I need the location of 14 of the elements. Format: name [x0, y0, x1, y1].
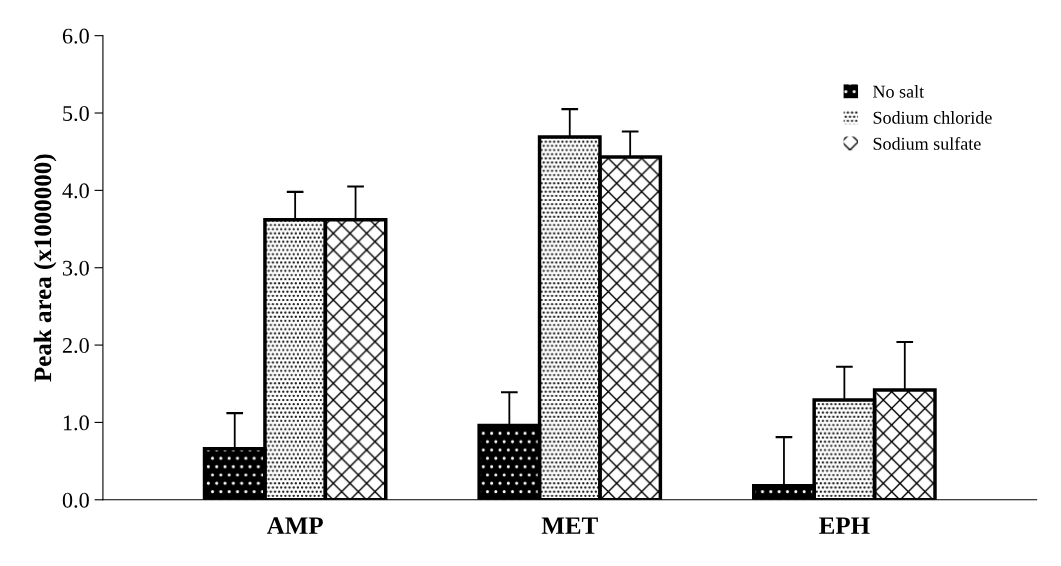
y-tick-label: 6.0 — [62, 28, 89, 44]
y-tick-label: 0.0 — [62, 492, 89, 508]
legend-label: Sodium sulfate — [873, 136, 981, 150]
legend-label: Sodium chloride — [873, 111, 992, 124]
y-tick-label: 1.0 — [63, 415, 89, 431]
y-tick-label: 5.0 — [63, 105, 89, 122]
x-tick-label: AMP — [266, 517, 323, 534]
legend-label: No salt — [873, 85, 925, 98]
y-tick-label: 4.0 — [62, 183, 89, 199]
y-tick-label: 3.0 — [63, 260, 89, 276]
y-tick-label: 2.0 — [62, 338, 89, 354]
x-tick-label: MET — [541, 517, 598, 534]
y-axis-title: Peak area (x1000000) — [33, 154, 57, 382]
x-tick-label: EPH — [819, 517, 870, 534]
